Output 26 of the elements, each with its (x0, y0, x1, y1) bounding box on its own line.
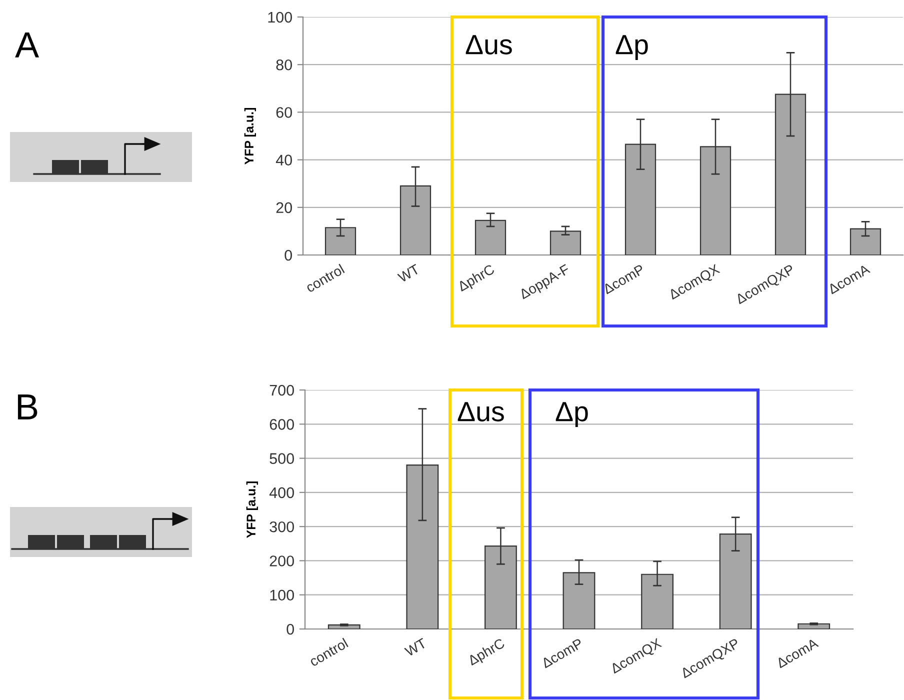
annotation: Δus (466, 35, 512, 54)
y-tick-label: 700 (270, 384, 294, 396)
x-tick-label: WT (404, 638, 428, 657)
y-tick-label: 500 (270, 453, 294, 464)
text: B (18, 394, 38, 420)
y-tick-label: 100 (270, 590, 294, 601)
y-tick-label: 0 (286, 624, 294, 635)
y-tick-label: 80 (276, 59, 292, 70)
x-tick-label: WT (397, 264, 420, 283)
y-tick-label: 400 (269, 487, 294, 498)
bar (550, 230, 582, 255)
y-axis-title: YFP [a.u.] (244, 108, 256, 164)
y-tick-label: 300 (270, 521, 294, 532)
y-tick-label: 60 (276, 107, 292, 118)
annotation: Δp (556, 402, 588, 427)
bar (798, 623, 830, 629)
annotation: Δp (616, 35, 648, 60)
text: A (15, 32, 40, 58)
annotation: Δus (458, 402, 504, 422)
y-tick-label: 200 (270, 556, 294, 566)
y-tick-label: 100 (268, 12, 292, 23)
y-tick-label: 20 (276, 202, 292, 214)
y-tick-label: 600 (270, 419, 294, 430)
y-tick-label: 40 (276, 154, 292, 166)
y-axis-title: YFP [a.u.] (246, 481, 258, 538)
y-tick-label: 0 (284, 250, 292, 261)
